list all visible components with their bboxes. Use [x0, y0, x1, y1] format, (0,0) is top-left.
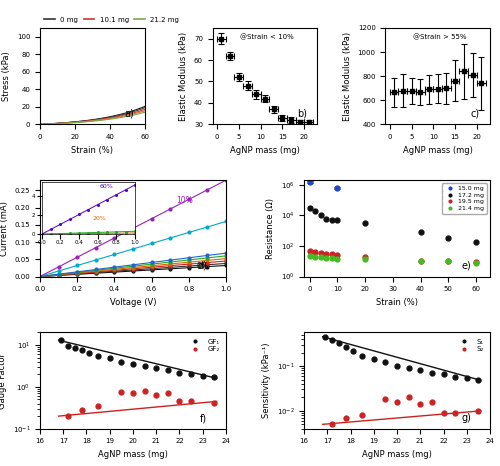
Y-axis label: Resistance (Ω): Resistance (Ω) — [266, 198, 275, 259]
Text: f): f) — [200, 413, 207, 423]
Text: @Strain < 10%: @Strain < 10% — [240, 34, 294, 41]
Text: @Strain > 55%: @Strain > 55% — [413, 34, 467, 41]
Y-axis label: Gauge Factor: Gauge Factor — [0, 353, 7, 409]
Text: e): e) — [462, 261, 471, 271]
X-axis label: AgNP mass (mg): AgNP mass (mg) — [230, 145, 300, 155]
Text: g): g) — [462, 413, 471, 423]
Text: a): a) — [124, 109, 134, 118]
Text: b): b) — [297, 109, 307, 118]
Y-axis label: Sensitivity (kPa⁻¹): Sensitivity (kPa⁻¹) — [262, 343, 271, 418]
X-axis label: AgNP mass (mg): AgNP mass (mg) — [402, 145, 472, 155]
X-axis label: Strain (%): Strain (%) — [72, 145, 114, 155]
Y-axis label: Elastic Modulus (kPa): Elastic Modulus (kPa) — [180, 32, 188, 121]
Text: 10%: 10% — [176, 196, 192, 206]
Text: d): d) — [198, 261, 207, 271]
Legend: GF₁, GF₂: GF₁, GF₂ — [185, 336, 222, 355]
Y-axis label: Elastic Modulus (kPa): Elastic Modulus (kPa) — [343, 32, 352, 121]
Legend: 0 mg, 10.1 mg, 21.2 mg: 0 mg, 10.1 mg, 21.2 mg — [42, 14, 182, 26]
X-axis label: AgNP mass (mg): AgNP mass (mg) — [98, 450, 168, 459]
Y-axis label: Current (mA): Current (mA) — [0, 201, 9, 256]
Text: c): c) — [470, 109, 480, 118]
Y-axis label: Stress (kPa): Stress (kPa) — [2, 51, 11, 101]
Legend: 15.0 mg, 17.2 mg, 19.5 mg, 21.4 mg: 15.0 mg, 17.2 mg, 19.5 mg, 21.4 mg — [442, 183, 487, 213]
X-axis label: Strain (%): Strain (%) — [376, 298, 418, 307]
X-axis label: Voltage (V): Voltage (V) — [110, 298, 156, 307]
X-axis label: AgNP mass (mg): AgNP mass (mg) — [362, 450, 432, 459]
Text: 0%: 0% — [196, 262, 208, 271]
Legend: S₁, S₂: S₁, S₂ — [454, 336, 486, 355]
